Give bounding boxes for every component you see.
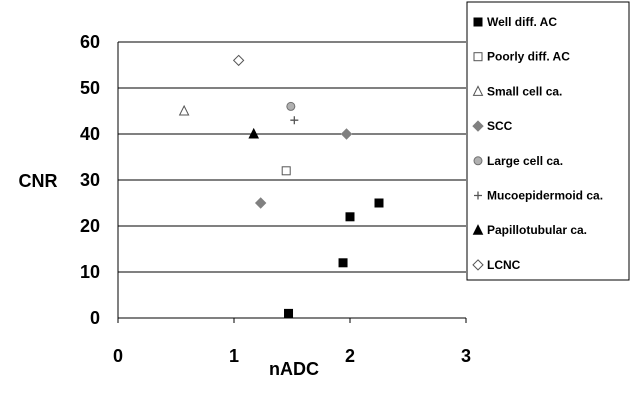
gridlines [118,41,466,273]
data-point [290,116,299,125]
legend-marker [472,259,484,271]
legend-marker [473,17,483,27]
data-point [338,258,348,268]
x-axis-label: nADC [269,359,319,379]
y-tick-label: 50 [80,78,100,98]
data-point [286,101,296,111]
data-point [254,197,267,209]
legend-marker [472,120,484,132]
x-tick-label: 3 [461,346,471,366]
data-point [284,308,294,318]
data-point [178,104,190,116]
legend-marker [472,224,484,235]
x-tick-label: 0 [113,346,123,366]
legend-entry-label: LCNC [487,258,521,272]
data-point [248,127,260,139]
legend-marker [473,52,483,62]
data-point [345,212,355,222]
data-point [232,54,245,67]
axes [117,42,467,323]
y-tick-label: 20 [80,216,100,236]
y-tick-label: 10 [80,262,100,282]
y-tick-label: 30 [80,170,100,190]
legend: Well diff. AC Poorly diff. AC Small cell c… [466,1,630,281]
legend-box [466,1,630,281]
legend-entry-label: Well diff. AC [487,15,557,29]
y-tick-label: 0 [90,308,100,328]
data-point [281,166,291,176]
data-points [178,54,384,318]
legend-entry-label: SCC [487,119,513,133]
legend-entry-label: Poorly diff. AC [487,50,570,64]
y-axis-label: CNR [19,171,58,191]
data-point [374,198,384,208]
legend-entry-label: Small cell ca. [487,84,562,98]
legend-marker [474,191,482,200]
x-tick-labels: 0 1 2 3 [113,346,471,366]
y-tick-label: 60 [80,32,100,52]
legend-marker [472,85,484,96]
y-tick-labels: 0 10 20 30 40 50 60 [80,32,100,328]
x-tick-label: 2 [345,346,355,366]
data-point [340,128,353,140]
legend-marker [473,156,483,166]
legend-entry-label: Papillotubular ca. [487,223,587,237]
y-tick-label: 40 [80,124,100,144]
legend-entry-label: Large cell ca. [487,154,563,168]
legend-entry-label: Mucoepidermoid ca. [487,189,603,203]
x-tick-label: 1 [229,346,239,366]
